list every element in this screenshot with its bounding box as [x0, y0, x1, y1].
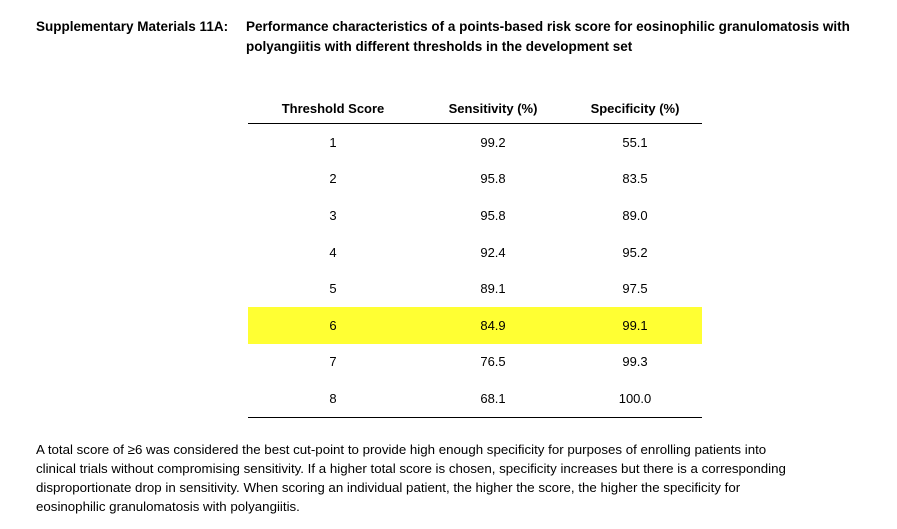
- table-row: 3 95.8 89.0: [248, 197, 702, 234]
- cell-specificity: 99.1: [568, 306, 702, 344]
- cell-sensitivity: 99.2: [480, 134, 506, 150]
- table-row-highlighted: 6 84.9 99.1: [248, 306, 702, 344]
- cell-threshold: 3: [329, 207, 337, 223]
- cell-threshold: 5: [329, 281, 337, 297]
- table-row: 7 76.5 99.3: [248, 344, 702, 381]
- table-row: 2 95.8 83.5: [248, 161, 702, 198]
- cell-sensitivity: 68.1: [418, 380, 568, 418]
- table-header-row: Threshold Score Sensitivity (%) Specific…: [248, 94, 702, 124]
- cell-threshold: 7: [329, 354, 337, 370]
- cell-threshold: 4: [329, 244, 337, 260]
- cell-specificity: 99.3: [622, 354, 648, 370]
- table-row: 1 99.2 55.1: [248, 124, 702, 161]
- results-table-container: Threshold Score Sensitivity (%) Specific…: [248, 94, 702, 418]
- footnote-line-2: clinical trials without compromising sen…: [36, 461, 786, 476]
- cell-threshold: 6: [248, 306, 418, 344]
- footnote-line-1: A total score of ≥6 was considered the b…: [36, 442, 767, 457]
- footnote-line-4: eosinophilic granulomatosis with polyang…: [36, 499, 300, 514]
- column-header-sensitivity: Sensitivity (%): [418, 94, 568, 124]
- footnote-paragraph: A total score of ≥6 was considered the b…: [36, 440, 886, 516]
- column-header-threshold: Threshold Score: [248, 94, 418, 124]
- cell-sensitivity: 76.5: [480, 354, 506, 370]
- caption-title-line-1: Performance characteristics of a points-…: [246, 19, 850, 34]
- table-row: 4 92.4 95.2: [248, 234, 702, 271]
- footnote-line-3: disproportionate drop in sensitivity. Wh…: [36, 480, 741, 495]
- cell-specificity: 97.5: [622, 281, 648, 297]
- cell-specificity: 83.5: [622, 171, 648, 187]
- results-table: Threshold Score Sensitivity (%) Specific…: [248, 94, 702, 418]
- column-header-specificity: Specificity (%): [568, 94, 702, 124]
- cell-threshold: 1: [329, 134, 337, 150]
- cell-sensitivity: 89.1: [480, 281, 506, 297]
- cell-sensitivity: 95.8: [480, 207, 506, 223]
- table-row: 5 89.1 97.5: [248, 270, 702, 307]
- cell-sensitivity: 92.4: [480, 244, 506, 260]
- cell-sensitivity: 84.9: [418, 306, 568, 344]
- cell-specificity: 55.1: [622, 134, 648, 150]
- cell-sensitivity: 95.8: [480, 171, 506, 187]
- caption-label: Supplementary Materials 11A:: [36, 19, 229, 34]
- cell-specificity: 89.0: [622, 207, 648, 223]
- cell-threshold: 8: [248, 380, 418, 418]
- cell-specificity: 100.0: [568, 380, 702, 418]
- table-row: 8 68.1 100.0: [248, 380, 702, 418]
- caption-title-line-2: polyangiitis with different thresholds i…: [246, 39, 633, 54]
- document-caption: Supplementary Materials 11A: Performance …: [36, 17, 886, 57]
- cell-specificity: 95.2: [622, 244, 648, 260]
- cell-threshold: 2: [329, 171, 337, 187]
